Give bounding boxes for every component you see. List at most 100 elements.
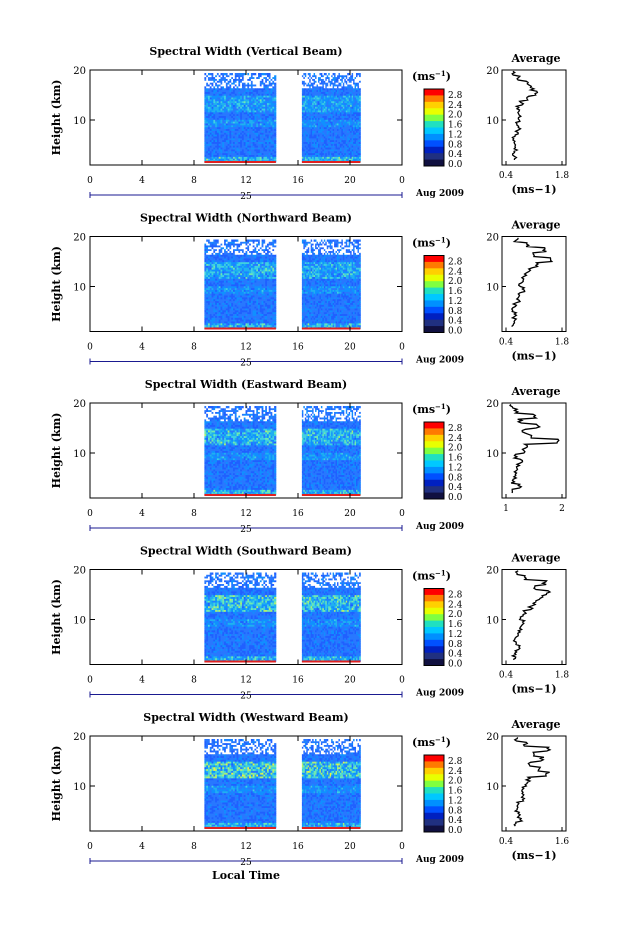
x-tick-label: 4 <box>139 343 145 353</box>
colorbar-unit-label: (ms−1) <box>412 236 451 250</box>
colorbar-unit-label: (ms−1) <box>412 402 451 416</box>
x-tick-label: 20 <box>344 509 356 519</box>
colorbar-tick-label: 0.0 <box>448 660 463 670</box>
colorbar-tick-label: 0.0 <box>448 327 463 337</box>
average-profile: Average 10 20 0.4 1.8 (ms−1) <box>486 219 569 363</box>
colorbar-tick-label: 1.2 <box>448 796 462 806</box>
average-title: Average <box>510 552 560 565</box>
average-x-label: (ms−1) <box>511 350 556 363</box>
average-profile-line <box>510 237 554 328</box>
average-x-label: (ms−1) <box>511 183 556 196</box>
average-profile-line <box>509 403 560 494</box>
y-axis-label: Height (km) <box>50 579 63 655</box>
colorbar-unit-label: (ms−1) <box>412 569 451 583</box>
average-frame <box>501 735 567 832</box>
colorbar-tick-label: 0.8 <box>448 473 463 483</box>
colorbar: 2.82.42.01.61.20.80.40.0 <box>423 88 463 170</box>
average-y-tick-label: 20 <box>486 566 499 577</box>
average-x-tick-label: 2 <box>559 504 565 514</box>
y-tick-label: 20 <box>73 732 86 743</box>
panel-5: Spectral Width (Westward Beam) 10 20 Height… <box>50 711 569 868</box>
x-axis-label: Local Time <box>212 869 280 882</box>
colorbar-unit-label: (ms−1) <box>412 735 451 749</box>
day-label: 25 <box>240 359 252 369</box>
average-y-tick-label: 10 <box>486 616 499 627</box>
x-tick-label: 0 <box>399 176 405 186</box>
date-label: Aug 2009 <box>415 189 464 199</box>
colorbar-tick-label: 0.4 <box>448 150 463 160</box>
colorbar-tick-label: 2.8 <box>448 91 463 101</box>
date-label: Aug 2009 <box>415 855 464 865</box>
panel-2: Spectral Width (Northward Beam) 10 20 Heigh… <box>50 212 569 369</box>
average-x-tick-label: 0.4 <box>499 338 514 348</box>
x-tick-label: 4 <box>139 676 145 686</box>
x-tick-label: 16 <box>292 343 304 353</box>
x-tick-label: 4 <box>139 509 145 519</box>
average-y-tick-label: 10 <box>486 449 499 460</box>
panel-title: Spectral Width (Northward Beam) <box>140 212 352 225</box>
colorbar-tick-label: 2.4 <box>448 434 463 444</box>
average-title: Average <box>510 52 560 65</box>
day-label: 25 <box>240 692 252 702</box>
average-profile: Average 10 20 0.4 1.6 (ms−1) <box>486 718 569 862</box>
heatmap-segment-2 <box>301 239 361 330</box>
colorbar-unit-label: (ms−1) <box>412 69 451 83</box>
y-tick-label: 20 <box>73 399 86 410</box>
x-tick-label: 0 <box>87 509 93 519</box>
colorbar-tick-label: 1.6 <box>448 287 463 297</box>
average-x-tick-label: 1.8 <box>555 338 570 348</box>
day-label: 25 <box>240 192 252 202</box>
day-label: 25 <box>240 525 252 535</box>
colorbar-tick-label: 1.6 <box>448 454 463 464</box>
y-tick-label: 20 <box>73 566 86 577</box>
colorbar-tick-label: 2.8 <box>448 424 463 434</box>
y-tick-label: 10 <box>73 616 86 627</box>
x-tick-label: 0 <box>399 676 405 686</box>
x-tick-label: 20 <box>344 842 356 852</box>
colorbar-tick-label: 1.6 <box>448 620 463 630</box>
colorbar-tick-label: 0.0 <box>448 826 463 836</box>
x-tick-label: 12 <box>240 842 251 852</box>
heatmap-segment-1 <box>204 739 277 829</box>
average-y-tick-label: 20 <box>486 233 499 244</box>
x-tick-label: 12 <box>240 509 251 519</box>
x-tick-label: 12 <box>240 676 251 686</box>
x-tick-label: 0 <box>399 343 405 353</box>
average-profile: Average 10 20 0.4 1.8 (ms−1) <box>486 52 569 196</box>
average-profile: Average 10 20 0.4 1.8 (ms−1) <box>486 552 569 696</box>
panel-title: Spectral Width (Eastward Beam) <box>145 378 347 391</box>
x-tick-label: 8 <box>191 509 197 519</box>
x-tick-label: 0 <box>87 176 93 186</box>
average-y-tick-label: 20 <box>486 66 499 77</box>
heatmap-segment-2 <box>301 73 361 163</box>
heatmap-segment-1 <box>204 73 277 163</box>
colorbar-tick-label: 2.8 <box>448 591 463 601</box>
average-frame <box>501 402 567 499</box>
colorbar-tick-label: 2.0 <box>448 277 463 287</box>
colorbar-tick-label: 1.2 <box>448 130 462 140</box>
colorbar-tick-label: 0.4 <box>448 317 463 327</box>
average-y-tick-label: 10 <box>486 283 499 294</box>
average-title: Average <box>510 219 560 232</box>
heatmap-segment-1 <box>204 239 277 330</box>
average-profile-line <box>513 737 552 827</box>
colorbar-tick-label: 2.0 <box>448 111 463 121</box>
x-tick-label: 20 <box>344 676 356 686</box>
colorbar-tick-label: 2.4 <box>448 767 463 777</box>
average-profile-line <box>511 70 539 161</box>
x-tick-label: 4 <box>139 842 145 852</box>
average-frame <box>501 236 567 332</box>
y-axis-label: Height (km) <box>50 246 63 322</box>
colorbar-tick-label: 0.0 <box>448 493 463 503</box>
average-title: Average <box>510 385 560 398</box>
x-tick-label: 0 <box>87 842 93 852</box>
colorbar-tick-label: 0.8 <box>448 307 463 317</box>
average-frame <box>501 69 567 166</box>
date-label: Aug 2009 <box>415 356 464 366</box>
average-x-tick-label: 0.4 <box>499 671 514 681</box>
date-label: Aug 2009 <box>415 522 464 532</box>
colorbar: 2.82.42.01.61.20.80.40.0 <box>423 588 463 670</box>
colorbar-tick-label: 2.0 <box>448 444 463 454</box>
x-tick-label: 16 <box>292 176 304 186</box>
